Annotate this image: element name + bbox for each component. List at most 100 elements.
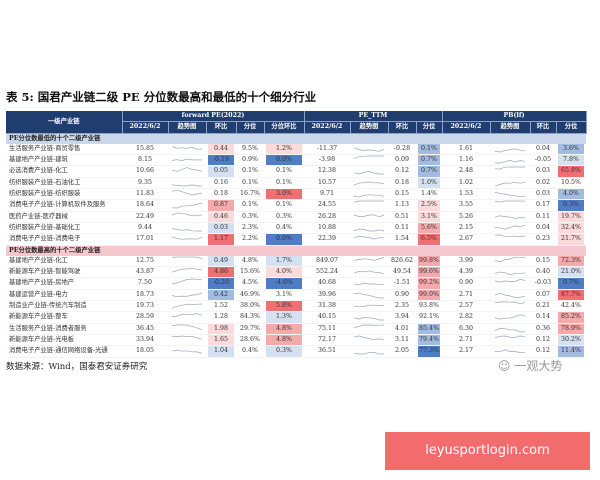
- table-row: 基建地产产业链-房地产 7.50 -0.20 4.5% -4.6% 40.68 -1.51 9…: [6, 277, 586, 290]
- pb-percentile: 65.8%: [557, 166, 585, 177]
- ttm-change: 0.12: [394, 167, 410, 175]
- pb-change: 0.40: [535, 268, 551, 276]
- ttm-value: 75.11: [317, 324, 337, 332]
- industry-name: 消费电子产业链-计算机软件及服务: [6, 199, 122, 212]
- pb-percentile: 10.5%: [560, 178, 581, 186]
- trend-sparkline: [494, 256, 526, 262]
- table-row: 新能源车产业链-智能驾驶 43.87 4.86 15.6% 4.0% 552.24 49.5…: [6, 266, 586, 279]
- trend-sparkline: [171, 158, 203, 162]
- fpe-change: 1.28: [213, 313, 228, 321]
- fpe-change: 1.04: [207, 346, 235, 357]
- fpe-percentile-change: 1.3%: [266, 312, 302, 323]
- table-row: 必选消费产业链-化工 10.66 0.05 0.1% 0.1% 12.38 0.12 0.7%…: [6, 165, 586, 178]
- ttm-value: 9.71: [319, 190, 335, 198]
- table-row: 纺织服装产业链-基础化工 9.44 0.03 2.3% 0.4% 10.88 0.11 5.6…: [6, 222, 586, 235]
- ttm-percentile: 99.0%: [417, 289, 441, 300]
- ttm-percentile: 1.0%: [417, 177, 441, 188]
- table-row: 消费电子产业链-消费电子 17.01 1.17 2.2% 0.0% 22.39 1.54 6.…: [6, 233, 586, 246]
- pb-value: 3.99: [458, 256, 473, 264]
- fpe-value: 43.87: [135, 268, 155, 276]
- sub-header-fpe-2: 环比: [206, 121, 237, 134]
- trend-sparkline: [353, 270, 385, 275]
- sub-header-pb-1: 趋势图: [490, 121, 531, 134]
- fpe-percentile-change: 0.1%: [276, 201, 292, 209]
- pb-value: 5.26: [458, 212, 473, 220]
- pb-percentile: 7.8%: [557, 155, 585, 165]
- pb-change: 0.12: [535, 335, 551, 343]
- fpe-value: 11.83: [135, 190, 155, 198]
- trend-sparkline: [494, 335, 526, 338]
- sub-header-ttm-1: 趋势图: [350, 121, 389, 134]
- ttm-change: 0.18: [394, 178, 410, 186]
- ttm-percentile: 0.1%: [417, 143, 441, 154]
- industry-name: 纺织服装产业链-基础化工: [6, 222, 122, 235]
- table-row: 基建运营产业链-电力 18.73 0.42 46.9% 3.1% 39.96 0.90 99.…: [6, 289, 586, 302]
- ttm-change: 0.09: [394, 156, 410, 164]
- fpe-change: 1.98: [207, 323, 235, 334]
- table-row: 医药产业链-医疗器械 22.49 0.46 0.3% 0.3% 26.28 0.51 3.1%…: [6, 211, 586, 223]
- ttm-value: 36.51: [317, 347, 337, 355]
- promo-banner[interactable]: leyusportlogin.com: [385, 432, 590, 470]
- trend-sparkline: [353, 335, 385, 341]
- trend-sparkline: [353, 292, 384, 299]
- ttm-change: 3.11: [394, 335, 410, 343]
- ttm-percentile: 1.4%: [421, 190, 437, 198]
- table-row: 基建地产产业链-建筑 8.15 -0.19 0.9% 0.0% -3.98 0.09 0.7%…: [6, 154, 586, 167]
- ttm-value: 31.38: [317, 302, 337, 310]
- trend-sparkline: [353, 324, 385, 328]
- ttm-change: 3.94: [394, 313, 410, 321]
- fpe-percentile: 4.8%: [242, 256, 258, 264]
- trend-sparkline: [171, 292, 203, 297]
- ttm-percentile: 93.8%: [418, 302, 439, 310]
- fpe-percentile: 84.3%: [239, 313, 260, 321]
- industry-name: 生活服务产业链-消费者服务: [6, 323, 122, 335]
- pb-value: 0.90: [458, 279, 473, 287]
- group-header-pe-ttm: PE_TTM: [304, 111, 443, 123]
- pb-percentile: 32.4%: [557, 222, 585, 233]
- ttm-change: 0.90: [394, 290, 410, 298]
- sub-header-pb-2: 环比: [530, 121, 557, 134]
- fpe-value: 17.01: [135, 235, 155, 243]
- table-row: 制造业产业链-传统汽车制造 19.73 1.52 38.0% 5.8% 31.38 2.35…: [6, 300, 586, 313]
- pb-value: 2.48: [458, 167, 473, 175]
- ttm-percentile: 77.3%: [417, 346, 441, 357]
- table-row: 基建地产产业链-化工 12.75 0.49 4.8% 1.7% 849.07 826.62 9…: [6, 255, 586, 268]
- fpe-value: 18.64: [135, 201, 155, 209]
- trend-sparkline: [353, 201, 384, 203]
- pb-value: 4.39: [458, 268, 473, 276]
- trend-sparkline: [353, 155, 384, 160]
- fpe-change: 0.46: [207, 211, 235, 222]
- fpe-change: 0.49: [207, 255, 235, 266]
- table-row: 新能源车产业链-整车 28.59 1.28 84.3% 1.3% 40.15 3.94 92.…: [6, 311, 586, 324]
- pb-percentile: 21.0%: [557, 267, 585, 277]
- table-title: 表 5: 国君产业链二级 PE 分位数最高和最低的十个细分行业: [6, 90, 317, 104]
- ttm-value: 849.07: [315, 256, 339, 264]
- trend-sparkline: [171, 256, 203, 259]
- ttm-change: 2.05: [394, 347, 410, 355]
- pb-percentile: 0.3%: [557, 200, 585, 211]
- sub-header-fpe-4: 分位环比: [264, 121, 305, 134]
- fpe-percentile-change: 0.0%: [266, 155, 302, 165]
- trend-sparkline: [353, 147, 385, 152]
- trend-sparkline: [171, 279, 203, 285]
- trend-sparkline: [494, 234, 526, 238]
- fpe-percentile: 9.5%: [242, 144, 258, 152]
- ttm-value: 24.55: [317, 201, 337, 209]
- ttm-change: -0.28: [393, 144, 411, 152]
- sub-header-ttm-0: 2022/6/2: [304, 121, 351, 134]
- pb-value: 2.82: [458, 313, 473, 321]
- fpe-percentile: 28.6%: [239, 335, 260, 343]
- sub-header-pb-3: 分位: [556, 121, 587, 134]
- ttm-change: 1.13: [394, 201, 410, 209]
- trend-sparkline: [171, 335, 203, 340]
- ttm-percentile: 0.7%: [417, 166, 441, 177]
- fpe-change: 0.18: [213, 190, 228, 198]
- ttm-value: 12.38: [317, 167, 337, 175]
- table-row: 纺织服装产业链-石油化工 9.35 0.16 0.1% 0.1% 10.57 0.18 1.0…: [6, 177, 586, 190]
- sub-header-fpe-0: 2022/6/2: [122, 121, 169, 134]
- ttm-percentile: 79.4%: [417, 334, 441, 345]
- pb-percentile: 30.2%: [557, 334, 585, 345]
- ttm-change: 0.15: [394, 190, 410, 198]
- fpe-value: 9.44: [137, 223, 153, 231]
- pb-change: 0.04: [535, 223, 551, 231]
